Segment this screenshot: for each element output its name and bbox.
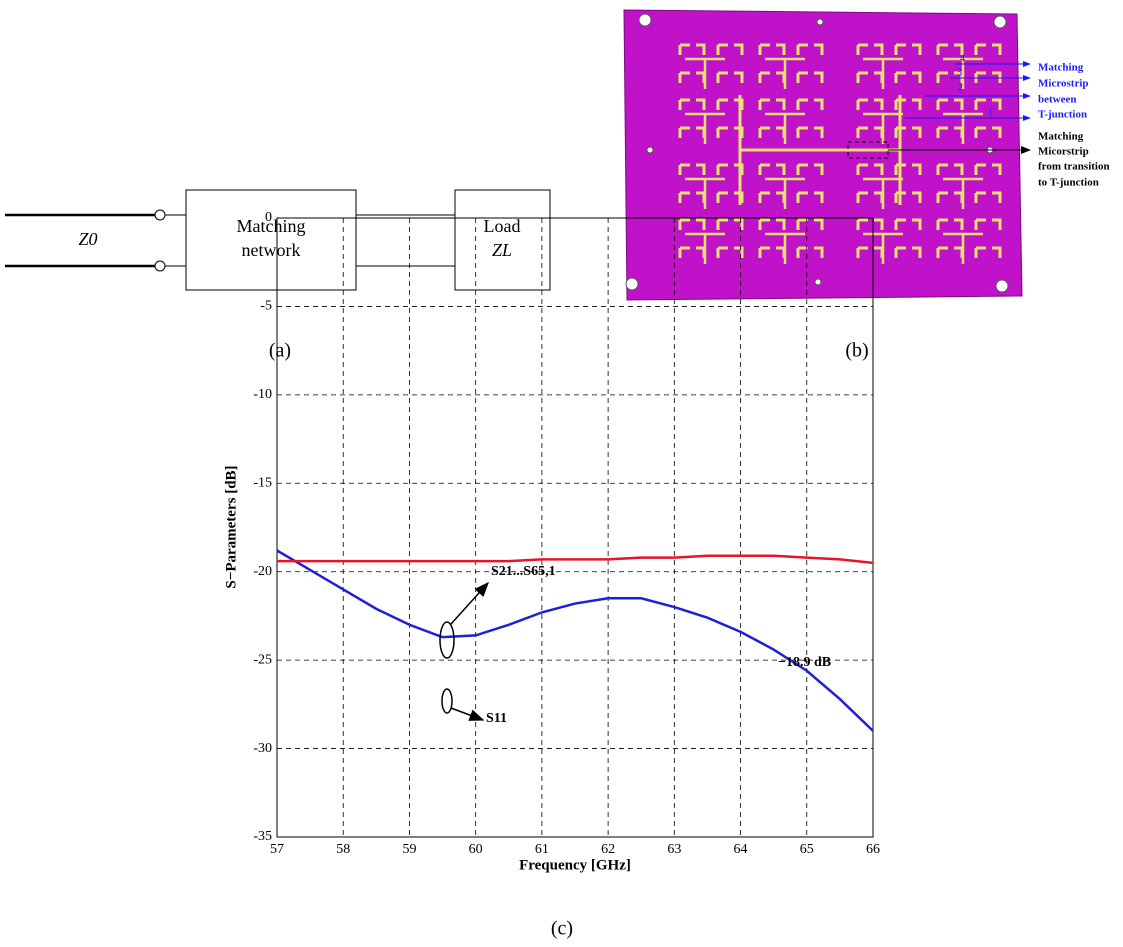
number: 1 bbox=[988, 107, 993, 118]
y-tick-label: -5 bbox=[260, 299, 272, 314]
box-label: ZL bbox=[492, 240, 512, 260]
x-tick-label: 63 bbox=[667, 842, 681, 857]
label: Matching bbox=[1038, 131, 1084, 143]
arrow bbox=[451, 708, 483, 720]
x-tick-label: 59 bbox=[402, 842, 416, 857]
label: Matching bbox=[1038, 62, 1084, 74]
x-tick-label: 61 bbox=[535, 842, 549, 857]
x-tick-label: 66 bbox=[866, 842, 880, 857]
hole bbox=[994, 16, 1006, 28]
label: Microstrip bbox=[1038, 78, 1089, 90]
hole bbox=[647, 147, 653, 153]
hole bbox=[996, 280, 1008, 292]
marker-ellipse bbox=[442, 689, 452, 713]
number: 4 bbox=[960, 53, 965, 64]
y-tick-label: -15 bbox=[253, 476, 272, 491]
series-line bbox=[277, 556, 873, 563]
y-tick-label: -35 bbox=[253, 829, 272, 844]
annotation: S21...S65,1 bbox=[491, 564, 556, 579]
x-tick-label: 60 bbox=[469, 842, 483, 857]
x-tick-label: 57 bbox=[270, 842, 284, 857]
hole bbox=[626, 278, 638, 290]
marker-ellipse bbox=[440, 622, 454, 658]
label: Micorstrip bbox=[1038, 146, 1089, 158]
terminal bbox=[155, 261, 165, 271]
plot-frame bbox=[277, 218, 873, 837]
source-label: Z0 bbox=[78, 229, 97, 249]
terminal bbox=[155, 210, 165, 220]
hole bbox=[815, 279, 821, 285]
caption: (b) bbox=[845, 340, 868, 362]
y-tick-label: -25 bbox=[253, 652, 272, 667]
box-label: network bbox=[242, 240, 301, 260]
label: to T-junction bbox=[1038, 177, 1099, 189]
x-axis-title: Frequency [GHz] bbox=[519, 857, 631, 873]
y-tick-label: 0 bbox=[265, 210, 272, 225]
y-tick-label: -20 bbox=[253, 564, 272, 579]
label: from transition bbox=[1038, 161, 1110, 173]
x-tick-label: 58 bbox=[336, 842, 350, 857]
series-line bbox=[277, 550, 873, 730]
figure: Z0 Matching network Load ZL (a) 4 3 2 1 … bbox=[0, 0, 1123, 947]
y-tick-label: -10 bbox=[253, 387, 272, 402]
number: 2 bbox=[958, 82, 963, 93]
caption: (c) bbox=[551, 918, 573, 940]
hole bbox=[639, 14, 651, 26]
caption: (a) bbox=[269, 340, 291, 362]
annotation: S11 bbox=[486, 711, 507, 726]
number: 3 bbox=[957, 67, 962, 78]
hole bbox=[817, 19, 823, 25]
plot bbox=[277, 550, 873, 730]
y-tick-label: -30 bbox=[253, 741, 272, 756]
x-tick-label: 65 bbox=[800, 842, 814, 857]
x-tick-label: 64 bbox=[734, 842, 748, 857]
box-label: Load bbox=[484, 216, 521, 236]
label: T-junction bbox=[1038, 109, 1087, 121]
annotation: −18.9 dB bbox=[778, 655, 831, 670]
x-tick-label: 62 bbox=[601, 842, 615, 857]
arrow bbox=[451, 583, 488, 624]
y-axis-title: S−Parameters [dB] bbox=[223, 465, 239, 588]
label: between bbox=[1038, 94, 1077, 106]
grid bbox=[277, 218, 873, 837]
